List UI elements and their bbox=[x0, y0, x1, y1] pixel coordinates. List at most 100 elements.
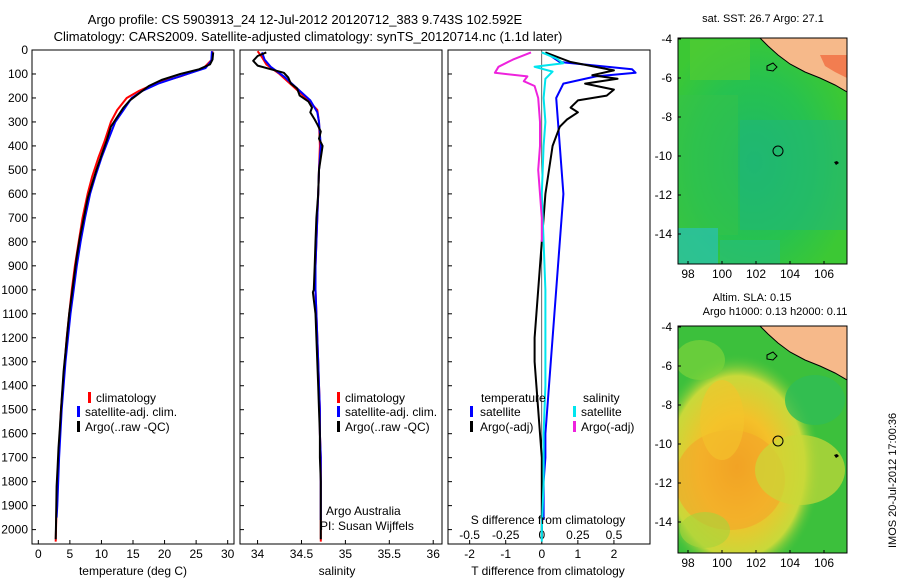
x-tick-label: 0 bbox=[35, 547, 42, 561]
salinity-series bbox=[252, 50, 324, 542]
series-salinity_argo-line bbox=[493, 51, 543, 242]
lon-tick-label: 102 bbox=[746, 267, 766, 281]
legend-marker-argo bbox=[470, 421, 473, 432]
y-tick-label: 1000 bbox=[1, 283, 28, 297]
series-salinity_satellite-line bbox=[533, 51, 565, 542]
temperature-x-axis: 0 5 10 15 20 25 30 bbox=[35, 540, 235, 561]
lon-tick-label: 104 bbox=[780, 267, 800, 281]
x-tick-label: 34 bbox=[251, 547, 265, 561]
legend-label-satellite: satellite-adj. clim. bbox=[85, 405, 177, 419]
lon-tick-label: 98 bbox=[681, 556, 695, 570]
lat-tick-label: -14 bbox=[655, 515, 673, 529]
legend-label-climatology: climatology bbox=[345, 391, 405, 405]
x-tick-label: 2 bbox=[611, 547, 618, 561]
x-tick-label: 36 bbox=[427, 547, 441, 561]
sst-map-panel: sat. SST: 26.7 Argo: 27.1 98 100 102 104 106… bbox=[655, 13, 848, 281]
t-difference-x-axis: -2 -1 0 1 2 bbox=[448, 49, 618, 561]
series-argo-line bbox=[54, 52, 215, 540]
top-tick-label: -0.5 bbox=[459, 528, 480, 542]
legend-title-salinity: salinity bbox=[583, 391, 620, 405]
legend-marker-salinity-argo bbox=[573, 421, 576, 432]
x-tick-label: 25 bbox=[189, 547, 203, 561]
salinity-diff-legend: salinity satellite Argo(-adj) bbox=[573, 391, 634, 434]
legend-title-temperature: temperature bbox=[481, 391, 546, 405]
salinity-panel: 34 34.5 35 35.5 36 salinity climatology sate… bbox=[239, 49, 443, 578]
series-argo-line bbox=[533, 51, 619, 540]
x-tick-label: 20 bbox=[158, 547, 172, 561]
lon-tick-label: 104 bbox=[780, 556, 800, 570]
legend-label-salinity-argo: Argo(-adj) bbox=[581, 420, 634, 434]
temperature-panel: 0100200300400500600700800900100011001200… bbox=[1, 43, 234, 578]
figure-title-line1: Argo profile: CS 5903913_24 12-Jul-2012 … bbox=[88, 12, 523, 27]
legend-marker-satellite bbox=[470, 406, 473, 417]
y-tick-label: 1600 bbox=[1, 427, 28, 441]
temperature-axes-frame bbox=[31, 49, 235, 545]
lat-tick-label: -12 bbox=[655, 476, 673, 490]
legend-marker-salinity-satellite bbox=[573, 406, 576, 417]
temperature-diff-legend: temperature satellite Argo(-adj) bbox=[470, 391, 546, 434]
x-tick-label: 5 bbox=[67, 547, 74, 561]
x-tick-label: 0 bbox=[538, 547, 545, 561]
salinity-x-axis: 34 34.5 35 35.5 36 bbox=[240, 49, 441, 561]
top-tick-label: -0.25 bbox=[492, 528, 520, 542]
x-tick-label: -1 bbox=[500, 547, 511, 561]
credit-pi: PI: Susan Wijffels bbox=[320, 519, 414, 533]
sst-map-frame bbox=[677, 37, 848, 265]
difference-panel: -2 -1 0 1 2 -0.5 -0.25 0 0.25 0.5 S difference f… bbox=[447, 49, 651, 578]
y-tick-label: 600 bbox=[8, 187, 28, 201]
series-climatology-line bbox=[54, 51, 214, 542]
x-tick-label: 35.5 bbox=[378, 547, 402, 561]
y-tick-label: 0 bbox=[21, 43, 28, 57]
legend-marker-argo bbox=[337, 421, 340, 432]
legend-marker-climatology bbox=[88, 392, 91, 403]
y-tick-label: 1400 bbox=[1, 379, 28, 393]
sst-map-title: sat. SST: 26.7 Argo: 27.1 bbox=[702, 13, 824, 25]
credit-argo-australia: Argo Australia bbox=[326, 504, 401, 518]
temperature-legend: climatology satellite-adj. clim. Argo(..… bbox=[77, 391, 177, 434]
argo-location-marker bbox=[772, 435, 784, 447]
y-tick-label: 300 bbox=[8, 115, 28, 129]
lat-tick-label: -8 bbox=[661, 398, 672, 412]
legend-marker-climatology bbox=[337, 392, 340, 403]
x-tick-label: 35 bbox=[339, 547, 353, 561]
argo-location-marker bbox=[772, 145, 784, 157]
y-tick-label: 1700 bbox=[1, 451, 28, 465]
sla-map-lat-axis: -4 -6 -8 -10 -12 -14 bbox=[655, 320, 681, 529]
x-tick-label: 34.5 bbox=[290, 547, 314, 561]
t-difference-axis-label: T difference from climatology bbox=[471, 564, 625, 578]
lat-tick-label: -12 bbox=[655, 188, 673, 202]
legend-label-argo: Argo(..raw -QC) bbox=[345, 420, 430, 434]
lon-tick-label: 102 bbox=[746, 556, 766, 570]
y-tick-label: 2000 bbox=[1, 523, 28, 537]
legend-label-argo: Argo(-adj) bbox=[480, 420, 533, 434]
lat-tick-label: -10 bbox=[655, 437, 673, 451]
y-tick-label: 900 bbox=[8, 259, 28, 273]
y-tick-label: 400 bbox=[8, 139, 28, 153]
legend-label-climatology: climatology bbox=[96, 391, 156, 405]
series-satellite-line bbox=[261, 52, 322, 520]
top-tick-label: 0.5 bbox=[606, 528, 623, 542]
lat-tick-label: -8 bbox=[661, 110, 672, 124]
x-tick-label: -2 bbox=[464, 547, 475, 561]
sla-map-title-line2: Argo h1000: 0.13 h2000: 0.11 bbox=[703, 306, 848, 318]
y-tick-label: 1300 bbox=[1, 355, 28, 369]
lat-tick-label: -6 bbox=[661, 359, 672, 373]
sla-map-panel: Altim. SLA: 0.15 Argo h1000: 0.13 h2000:… bbox=[655, 292, 848, 570]
lon-tick-label: 106 bbox=[814, 267, 834, 281]
lat-tick-label: -4 bbox=[661, 320, 672, 334]
x-tick-label: 15 bbox=[126, 547, 140, 561]
legend-label-salinity-satellite: satellite bbox=[581, 405, 622, 419]
lon-tick-label: 106 bbox=[814, 556, 834, 570]
lat-tick-label: -4 bbox=[661, 32, 672, 46]
difference-axes-frame bbox=[447, 49, 651, 545]
x-tick-label: 10 bbox=[95, 547, 109, 561]
series-climatology-line bbox=[256, 50, 322, 542]
salinity-legend: climatology satellite-adj. clim. Argo(..… bbox=[337, 391, 437, 434]
salinity-axes-frame bbox=[239, 49, 443, 545]
y-tick-label: 1800 bbox=[1, 475, 28, 489]
s-difference-axis-label: S difference from climatology bbox=[471, 513, 626, 527]
sst-map-image bbox=[678, 38, 847, 264]
sla-map-image bbox=[678, 326, 847, 553]
legend-label-satellite: satellite bbox=[480, 405, 521, 419]
lon-tick-label: 98 bbox=[681, 267, 695, 281]
